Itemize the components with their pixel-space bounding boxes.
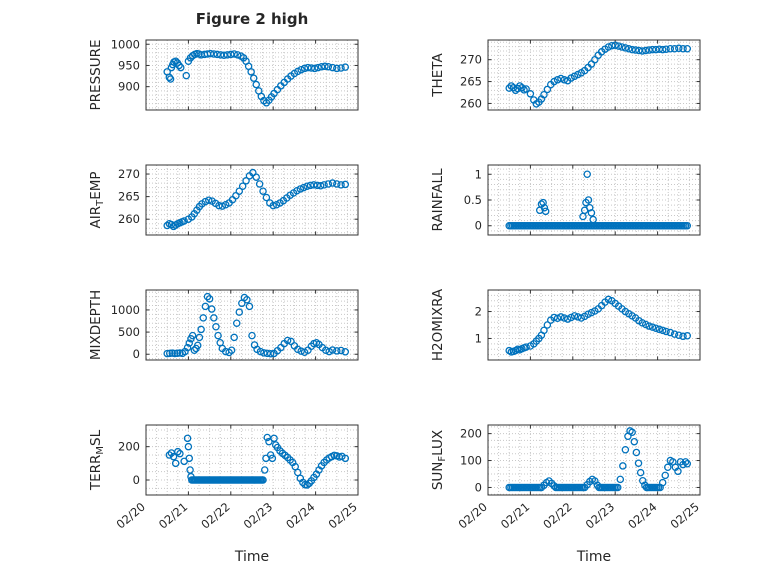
x-tick-label: 02/25 (326, 500, 360, 532)
x-tick-label: 02/25 (668, 500, 702, 532)
tick-marks (145, 290, 359, 360)
y-tick-label: 0.5 (464, 193, 482, 207)
data-points (505, 170, 692, 230)
x-tick-label: 02/20 (456, 500, 490, 532)
subplot-mixdepth: 0 500 1000 MIXDEPTH (88, 289, 359, 361)
axes-box (145, 424, 359, 496)
axes-box (145, 164, 359, 236)
data-points (505, 295, 692, 356)
axes-box (145, 39, 359, 111)
grid-lines (488, 290, 700, 360)
y-tick-label: 200 (460, 427, 482, 441)
y-axis-label: TERRMSL (88, 429, 106, 491)
mixdepth-plot: 0 500 1000 MIXDEPTH (88, 289, 359, 361)
y-tick-label: 0 (475, 219, 482, 233)
figure-title: Figure 2 high (195, 10, 309, 28)
y-tick-label: 900 (118, 80, 140, 94)
y-axis-label: H2OMIXRA (430, 288, 446, 361)
y-tick-label: 260 (460, 96, 482, 110)
data-points (163, 292, 350, 358)
tick-marks (145, 165, 359, 235)
tick-marks (145, 425, 359, 495)
x-tick-label: 02/23 (241, 500, 275, 532)
air-temp-plot: 260 265 270 AIRTEMP (88, 164, 359, 236)
x-tick-label: 02/20 (114, 500, 148, 532)
y-axis-label: SUNFLUX (430, 430, 448, 490)
subplot-sun-flux: 0 100 200 SUNFLUX 02/20 02/21 02/22 02/23 02/24 0… (430, 424, 702, 565)
x-tick-label: 02/21 (156, 500, 190, 532)
axes-box (487, 424, 701, 496)
y-tick-label: 0 (475, 480, 482, 494)
y-tick-label: 1000 (111, 37, 140, 51)
y-tick-label: 500 (118, 325, 140, 339)
y-tick-label: 0 (133, 347, 140, 361)
y-tick-label: 950 (118, 58, 140, 72)
y-tick-label: 0 (133, 473, 140, 487)
subplot-h2omixra: 1 2 H2OMIXRA (430, 288, 701, 361)
y-axis-label: RAINFALL (430, 168, 446, 231)
x-tick-label: 02/22 (540, 500, 574, 532)
pressure-plot: 900 950 1000 PRESSURE (88, 37, 359, 111)
subplot-theta: 260 265 270 THETA (430, 39, 701, 111)
x-tick-label: 02/22 (198, 500, 232, 532)
x-tick-label: 02/23 (583, 500, 617, 532)
tick-marks (487, 425, 701, 495)
x-axis-label: Time (576, 549, 611, 565)
y-tick-label: 1 (475, 331, 482, 345)
axes-box (487, 39, 701, 111)
y-tick-label: 265 (118, 190, 140, 204)
terr-msl-plot: 0 200 TERRMSL 02/20 02/21 02/22 02/23 02/24 02/2… (88, 424, 360, 565)
y-tick-label: 260 (118, 212, 140, 226)
x-axis-label: Time (234, 549, 269, 565)
tick-marks (487, 165, 701, 235)
y-axis-label: AIRTEMP (88, 171, 106, 228)
grid-lines (488, 425, 700, 495)
axes-box (145, 289, 359, 361)
tick-marks (487, 290, 701, 360)
data-points (163, 168, 350, 231)
y-tick-label: 265 (460, 75, 482, 89)
subplot-terr-msl: 0 200 TERRMSL 02/20 02/21 02/22 02/23 02/24 02/2… (88, 424, 360, 565)
sun-flux-plot: 0 100 200 SUNFLUX 02/20 02/21 02/22 02/23 02/24 0… (430, 424, 702, 565)
y-tick-label: 200 (118, 440, 140, 454)
y-tick-label: 1000 (111, 303, 140, 317)
rainfall-plot: 0 0.5 1 RAINFALL (430, 164, 701, 236)
axes-box (487, 289, 701, 361)
x-tick-label: 02/21 (498, 500, 532, 532)
y-axis-label: MIXDEPTH (88, 290, 104, 360)
y-tick-label: 270 (118, 167, 140, 181)
subplot-air-temp: 260 265 270 AIRTEMP (88, 164, 359, 236)
y-axis-label: THETA (430, 53, 446, 98)
x-tick-label: 02/24 (625, 500, 659, 532)
data-points (165, 433, 350, 489)
y-axis-label: PRESSURE (88, 40, 104, 111)
tick-marks (487, 40, 701, 110)
x-tick-label: 02/24 (283, 500, 317, 532)
subplot-pressure: 900 950 1000 PRESSURE (88, 37, 359, 111)
y-tick-label: 1 (475, 167, 482, 181)
data-points (163, 49, 350, 107)
y-tick-label: 270 (460, 53, 482, 67)
grid-lines (146, 40, 358, 110)
tick-marks (145, 40, 359, 110)
y-tick-label: 2 (475, 305, 482, 319)
theta-plot: 260 265 270 THETA (430, 39, 701, 111)
y-tick-label: 100 (460, 454, 482, 468)
data-points (505, 427, 692, 492)
data-points (505, 41, 692, 108)
subplot-rainfall: 0 0.5 1 RAINFALL (430, 164, 701, 236)
h2omixra-plot: 1 2 H2OMIXRA (430, 288, 701, 361)
